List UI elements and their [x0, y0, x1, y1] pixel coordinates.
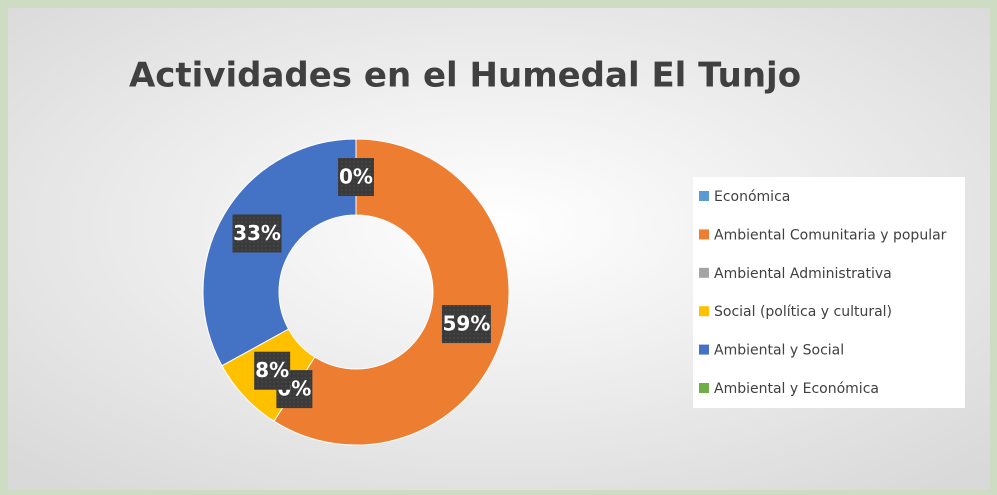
- slice: [273, 138, 510, 446]
- legend-label: Ambiental y Económica: [714, 381, 879, 397]
- legend: [693, 177, 965, 408]
- chart-title: Actividades en el Humedal El Tunjo: [129, 56, 801, 96]
- legend-label: Ambiental Comunitaria y popular: [714, 227, 947, 243]
- data-label: 33%: [233, 221, 281, 245]
- legend-swatch: [699, 267, 709, 278]
- data-label-box: [254, 351, 291, 390]
- data-label-box: [441, 305, 491, 344]
- data-label-box: [232, 214, 282, 253]
- legend-swatch: [699, 229, 709, 240]
- legend-swatch: [699, 383, 709, 393]
- data-label: 0%: [339, 165, 373, 189]
- data-label: 59%: [442, 312, 490, 336]
- legend-swatch: [699, 344, 709, 355]
- legend-swatch: [699, 306, 709, 317]
- legend-swatch: [699, 191, 709, 201]
- legend-label: Ambiental Administrativa: [714, 266, 892, 282]
- legend-label: Económica: [714, 189, 790, 205]
- data-label-box: [338, 158, 374, 196]
- legend-label: Ambiental y Social: [714, 343, 844, 359]
- data-label: 8%: [255, 358, 289, 382]
- legend-label: Social (política y cultural): [714, 304, 892, 320]
